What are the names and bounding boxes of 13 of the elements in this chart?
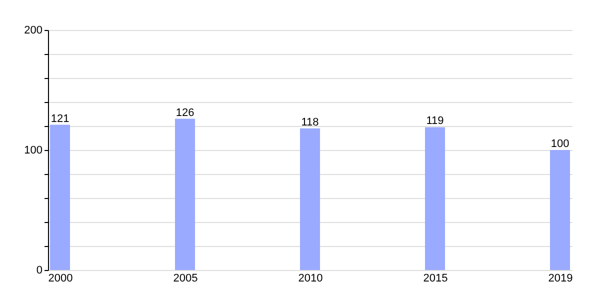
data-label: 126 — [176, 106, 194, 119]
data-label: 118 — [301, 116, 319, 128]
x-tick-label: 2005 — [173, 272, 198, 284]
x-tick-label: 2019 — [548, 272, 573, 284]
x-tick-label: 2015 — [423, 272, 448, 284]
y-tick-label: 100 — [24, 144, 42, 156]
y-tick-label: 0 — [36, 264, 42, 276]
data-label: 100 — [550, 138, 570, 150]
x-tick-label: 2000 — [48, 272, 73, 284]
data-label: 119 — [426, 115, 444, 128]
x-tick-label: 2010 — [298, 272, 323, 284]
y-tick-label: 200 — [24, 24, 42, 36]
data-label: 121 — [50, 112, 70, 125]
